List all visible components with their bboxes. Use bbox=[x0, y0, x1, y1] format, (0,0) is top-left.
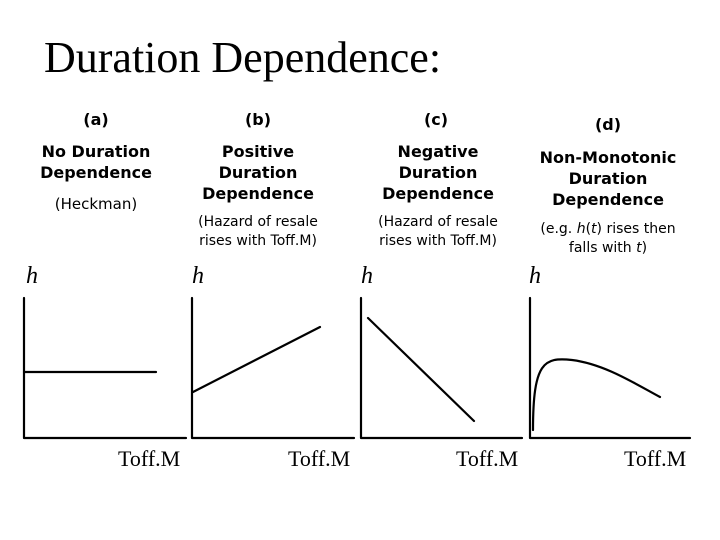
panel-b-x-label: Toff.M bbox=[288, 446, 351, 471]
panel-d-subtitle-part-8: ) bbox=[641, 240, 648, 256]
slide-title: Duration Dependence: bbox=[44, 33, 442, 82]
panel-a-heading: No Duration Dependence bbox=[26, 141, 166, 183]
panel-c-heading: Negative Duration Dependence bbox=[368, 141, 508, 204]
panel-d-subtitle-line-1: (e.g. h(t) rises then bbox=[528, 220, 688, 239]
panel-b-axes bbox=[190, 296, 356, 440]
panel-d-subtitle-part-5: ) rises then bbox=[596, 221, 676, 237]
panel-d-heading-line-1: Non-Monotonic bbox=[539, 148, 677, 167]
panel-b-tag: (b) bbox=[244, 110, 272, 129]
panel-c-y-label: h bbox=[361, 263, 373, 289]
panel-c-x-label: Toff.M bbox=[456, 446, 519, 471]
panel-c-tag: (c) bbox=[423, 110, 449, 129]
panel-c-heading-line-3: Dependence bbox=[382, 184, 494, 203]
panel-d-subtitle-h: h bbox=[576, 221, 586, 237]
panel-b-heading-line-2: Duration bbox=[218, 163, 298, 182]
panel-c-subtitle: (Hazard of resale rises with Toff.M) bbox=[358, 213, 518, 251]
panel-d-heading-line-2: Duration bbox=[568, 169, 648, 188]
panel-d-curve bbox=[531, 358, 662, 432]
panel-a-heading-line-1: No Duration bbox=[41, 142, 151, 161]
panel-b-subtitle: (Hazard of resale rises with Toff.M) bbox=[178, 213, 338, 251]
panel-a-axes bbox=[22, 296, 188, 440]
panel-d-subtitle-part-3: ( bbox=[585, 221, 592, 237]
panel-d-heading-line-3: Dependence bbox=[552, 190, 664, 209]
panel-d-subtitle-part-6: falls with bbox=[568, 240, 637, 256]
panel-d-subtitle-part-1: (e.g. bbox=[540, 221, 577, 237]
panel-d-subtitle-line-2: falls with t) bbox=[528, 239, 688, 258]
panel-b-subtitle-line-1: (Hazard of resale bbox=[198, 214, 318, 230]
panel-d-x-label: Toff.M bbox=[624, 446, 687, 471]
panel-c-subtitle-line-2: rises with Toff.M) bbox=[379, 233, 497, 249]
panel-d-subtitle: (e.g. h(t) rises then falls with t) bbox=[528, 220, 688, 258]
panel-d-subtitle-t1: t bbox=[591, 221, 597, 237]
panel-c-curve bbox=[366, 316, 476, 423]
panel-b-heading-line-3: Dependence bbox=[202, 184, 314, 203]
panel-c-heading-line-1: Negative bbox=[397, 142, 479, 161]
panel-b-heading-line-1: Positive bbox=[221, 142, 295, 161]
panel-c-subtitle-line-1: (Hazard of resale bbox=[378, 214, 498, 230]
panel-a-y-label: h bbox=[26, 263, 38, 289]
panel-d-heading: Non-Monotonic Duration Dependence bbox=[530, 147, 686, 210]
panel-d-axes bbox=[528, 296, 692, 440]
panel-a-subtitle: (Heckman) bbox=[54, 195, 138, 213]
panel-b-curve bbox=[191, 325, 322, 394]
panel-c-axes bbox=[359, 296, 524, 440]
panel-a-x-label: Toff.M bbox=[118, 446, 181, 471]
panel-d-tag: (d) bbox=[594, 115, 622, 134]
panel-d-subtitle-t2: t bbox=[636, 240, 642, 256]
panel-a-heading-line-2: Dependence bbox=[40, 163, 152, 182]
panel-a-tag: (a) bbox=[83, 110, 109, 129]
panel-b-heading: Positive Duration Dependence bbox=[188, 141, 328, 204]
panel-d-y-label: h bbox=[529, 263, 541, 289]
panel-b-y-label: h bbox=[192, 263, 204, 289]
panel-b-subtitle-line-2: rises with Toff.M) bbox=[199, 233, 317, 249]
panel-c-heading-line-2: Duration bbox=[398, 163, 478, 182]
